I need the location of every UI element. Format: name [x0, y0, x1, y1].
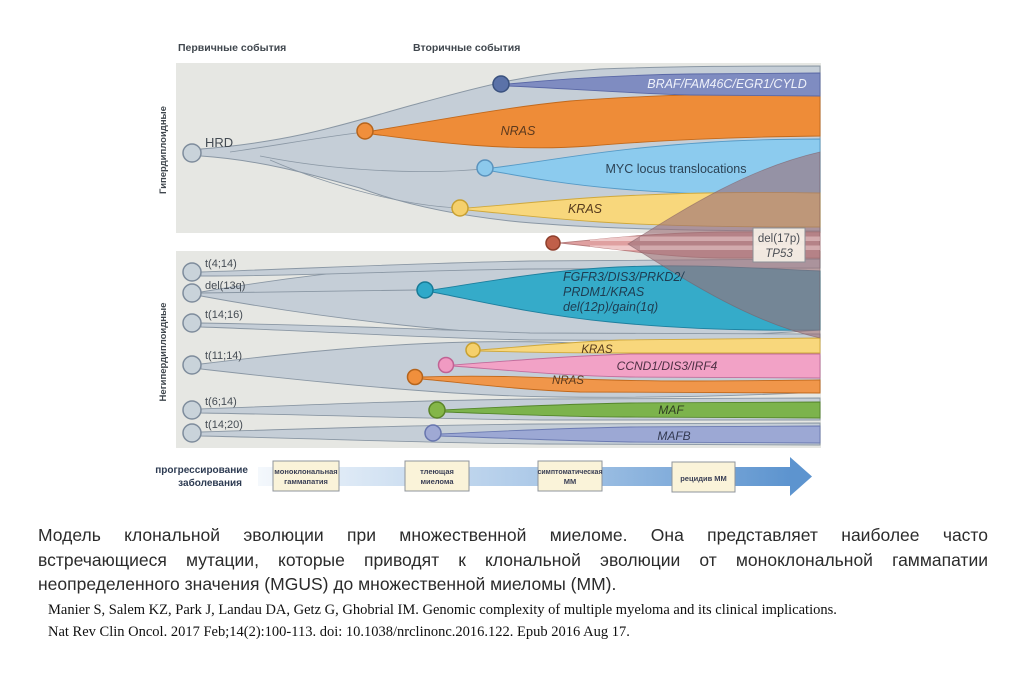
stage3-line2: ММ — [564, 477, 577, 486]
node-teal — [416, 281, 434, 299]
clonal-evolution-figure: Первичные события Вторичные события Гипе… — [155, 42, 821, 496]
label-maf: MAF — [658, 403, 684, 417]
node-orange2 — [406, 368, 424, 386]
label-t14-20: t(14;20) — [205, 419, 243, 431]
label-fgfr3-line1: FGFR3/DIS3/PRKD2/ — [563, 270, 685, 284]
timeline-arrow-bar — [258, 467, 790, 486]
stage-box-mgus: моноклональная гаммапатия — [272, 460, 340, 492]
label-nras-bottom: NRAS — [552, 375, 584, 387]
del17p-stripes-highlight — [640, 236, 820, 250]
nras-bottom-band — [421, 375, 821, 394]
node-darkblue — [492, 75, 510, 93]
label-t6-14: t(6;14) — [205, 396, 237, 408]
timeline-arrowhead — [790, 457, 812, 496]
label-kras-bottom: KRAS — [581, 344, 613, 356]
label-mafb: MAFB — [657, 429, 690, 443]
header-secondary-events: Вторичные события — [413, 42, 520, 54]
label-kras-top: KRAS — [568, 202, 603, 216]
label-t4-14: t(4;14) — [205, 258, 237, 270]
node-t4-14 — [182, 262, 202, 282]
node-yellow — [451, 199, 469, 217]
caption-line: встречающиеся мутации, которые приводят … — [38, 549, 988, 570]
header-primary-events: Первичные события — [178, 42, 286, 54]
caption-line: неопределенного значения (MGUS) до множе… — [38, 574, 617, 594]
label-nras-top: NRAS — [501, 124, 536, 138]
group-label-hyperdiploid: Гипердиплоидные — [158, 106, 169, 194]
label-myc: MYC locus translocations — [605, 162, 746, 176]
stage1-line2: гаммапатия — [284, 477, 328, 486]
gray-stream — [269, 159, 469, 209]
label-t14-16: t(14;16) — [205, 309, 243, 321]
tp53-clone-overlay — [627, 151, 821, 339]
node-hrd — [182, 143, 202, 163]
label-hrd: HRD — [205, 135, 233, 150]
stage3-line1: симптоматическая — [537, 469, 602, 476]
node-t14-16 — [182, 313, 202, 333]
kras-bottom-band — [479, 337, 821, 354]
node-t6-14 — [182, 400, 202, 420]
stage-box-relapse: рецидив ММ — [671, 461, 736, 493]
stage4-line1: рецидив ММ — [680, 474, 727, 483]
label-tp53: TP53 — [765, 248, 793, 260]
citation: Manier S, Salem KZ, Park J, Landau DA, G… — [48, 599, 978, 643]
citation-line: Manier S, Salem KZ, Park J, Landau DA, G… — [48, 602, 837, 618]
node-t11-14 — [182, 355, 202, 375]
node-purple — [424, 424, 442, 442]
nras-band — [371, 92, 821, 149]
maf-band — [443, 401, 821, 419]
stage-box-smoldering: тлеющая миелома — [404, 460, 470, 492]
label-braf: BRAF/FAM46C/EGR1/CYLD — [647, 77, 807, 91]
mafb-band — [439, 425, 821, 444]
label-del13q: del(13q) — [205, 280, 245, 292]
node-pink — [437, 356, 455, 374]
node-t14-20 — [182, 423, 202, 443]
figure-caption: Модель клональной эволюции при множестве… — [38, 523, 988, 597]
citation-line: Nat Rev Clin Oncol. 2017 Feb;14(2):100-1… — [48, 624, 630, 640]
node-orange — [356, 122, 374, 140]
node-del13q — [182, 283, 202, 303]
node-green — [428, 401, 446, 419]
node-yellow2 — [465, 342, 481, 358]
label-ccnd1: CCND1/DIS3/IRF4 — [617, 359, 718, 373]
braf-band — [507, 72, 821, 97]
label-t11-14: t(11;14) — [205, 350, 242, 362]
stage2-line2: миелома — [420, 477, 454, 486]
label-del17p: del(17p) — [758, 233, 800, 245]
stage2-line1: тлеющая — [420, 467, 454, 476]
stage-box-symptomatic: симптоматическая ММ — [537, 460, 603, 492]
gray-stream — [259, 155, 494, 172]
node-red — [545, 235, 561, 251]
gray-stream — [200, 289, 418, 294]
timeline-label-line1: прогрессирование — [155, 465, 248, 476]
gray-stream — [229, 130, 374, 153]
ccnd1-band — [452, 353, 821, 379]
stage1-line1: моноклональная — [274, 467, 337, 476]
label-fgfr3-line3: del(12p)/gain(1q) — [563, 300, 658, 314]
group-label-nonhyperdiploid: Негипердиплоидные — [158, 303, 169, 402]
tp53-callout-box — [752, 227, 806, 263]
node-lightblue — [476, 159, 494, 177]
timeline-label-line2: заболевания — [178, 477, 242, 489]
label-fgfr3-line2: PRDM1/KRAS — [563, 285, 645, 299]
caption-line: Модель клональной эволюции при множестве… — [38, 525, 988, 545]
